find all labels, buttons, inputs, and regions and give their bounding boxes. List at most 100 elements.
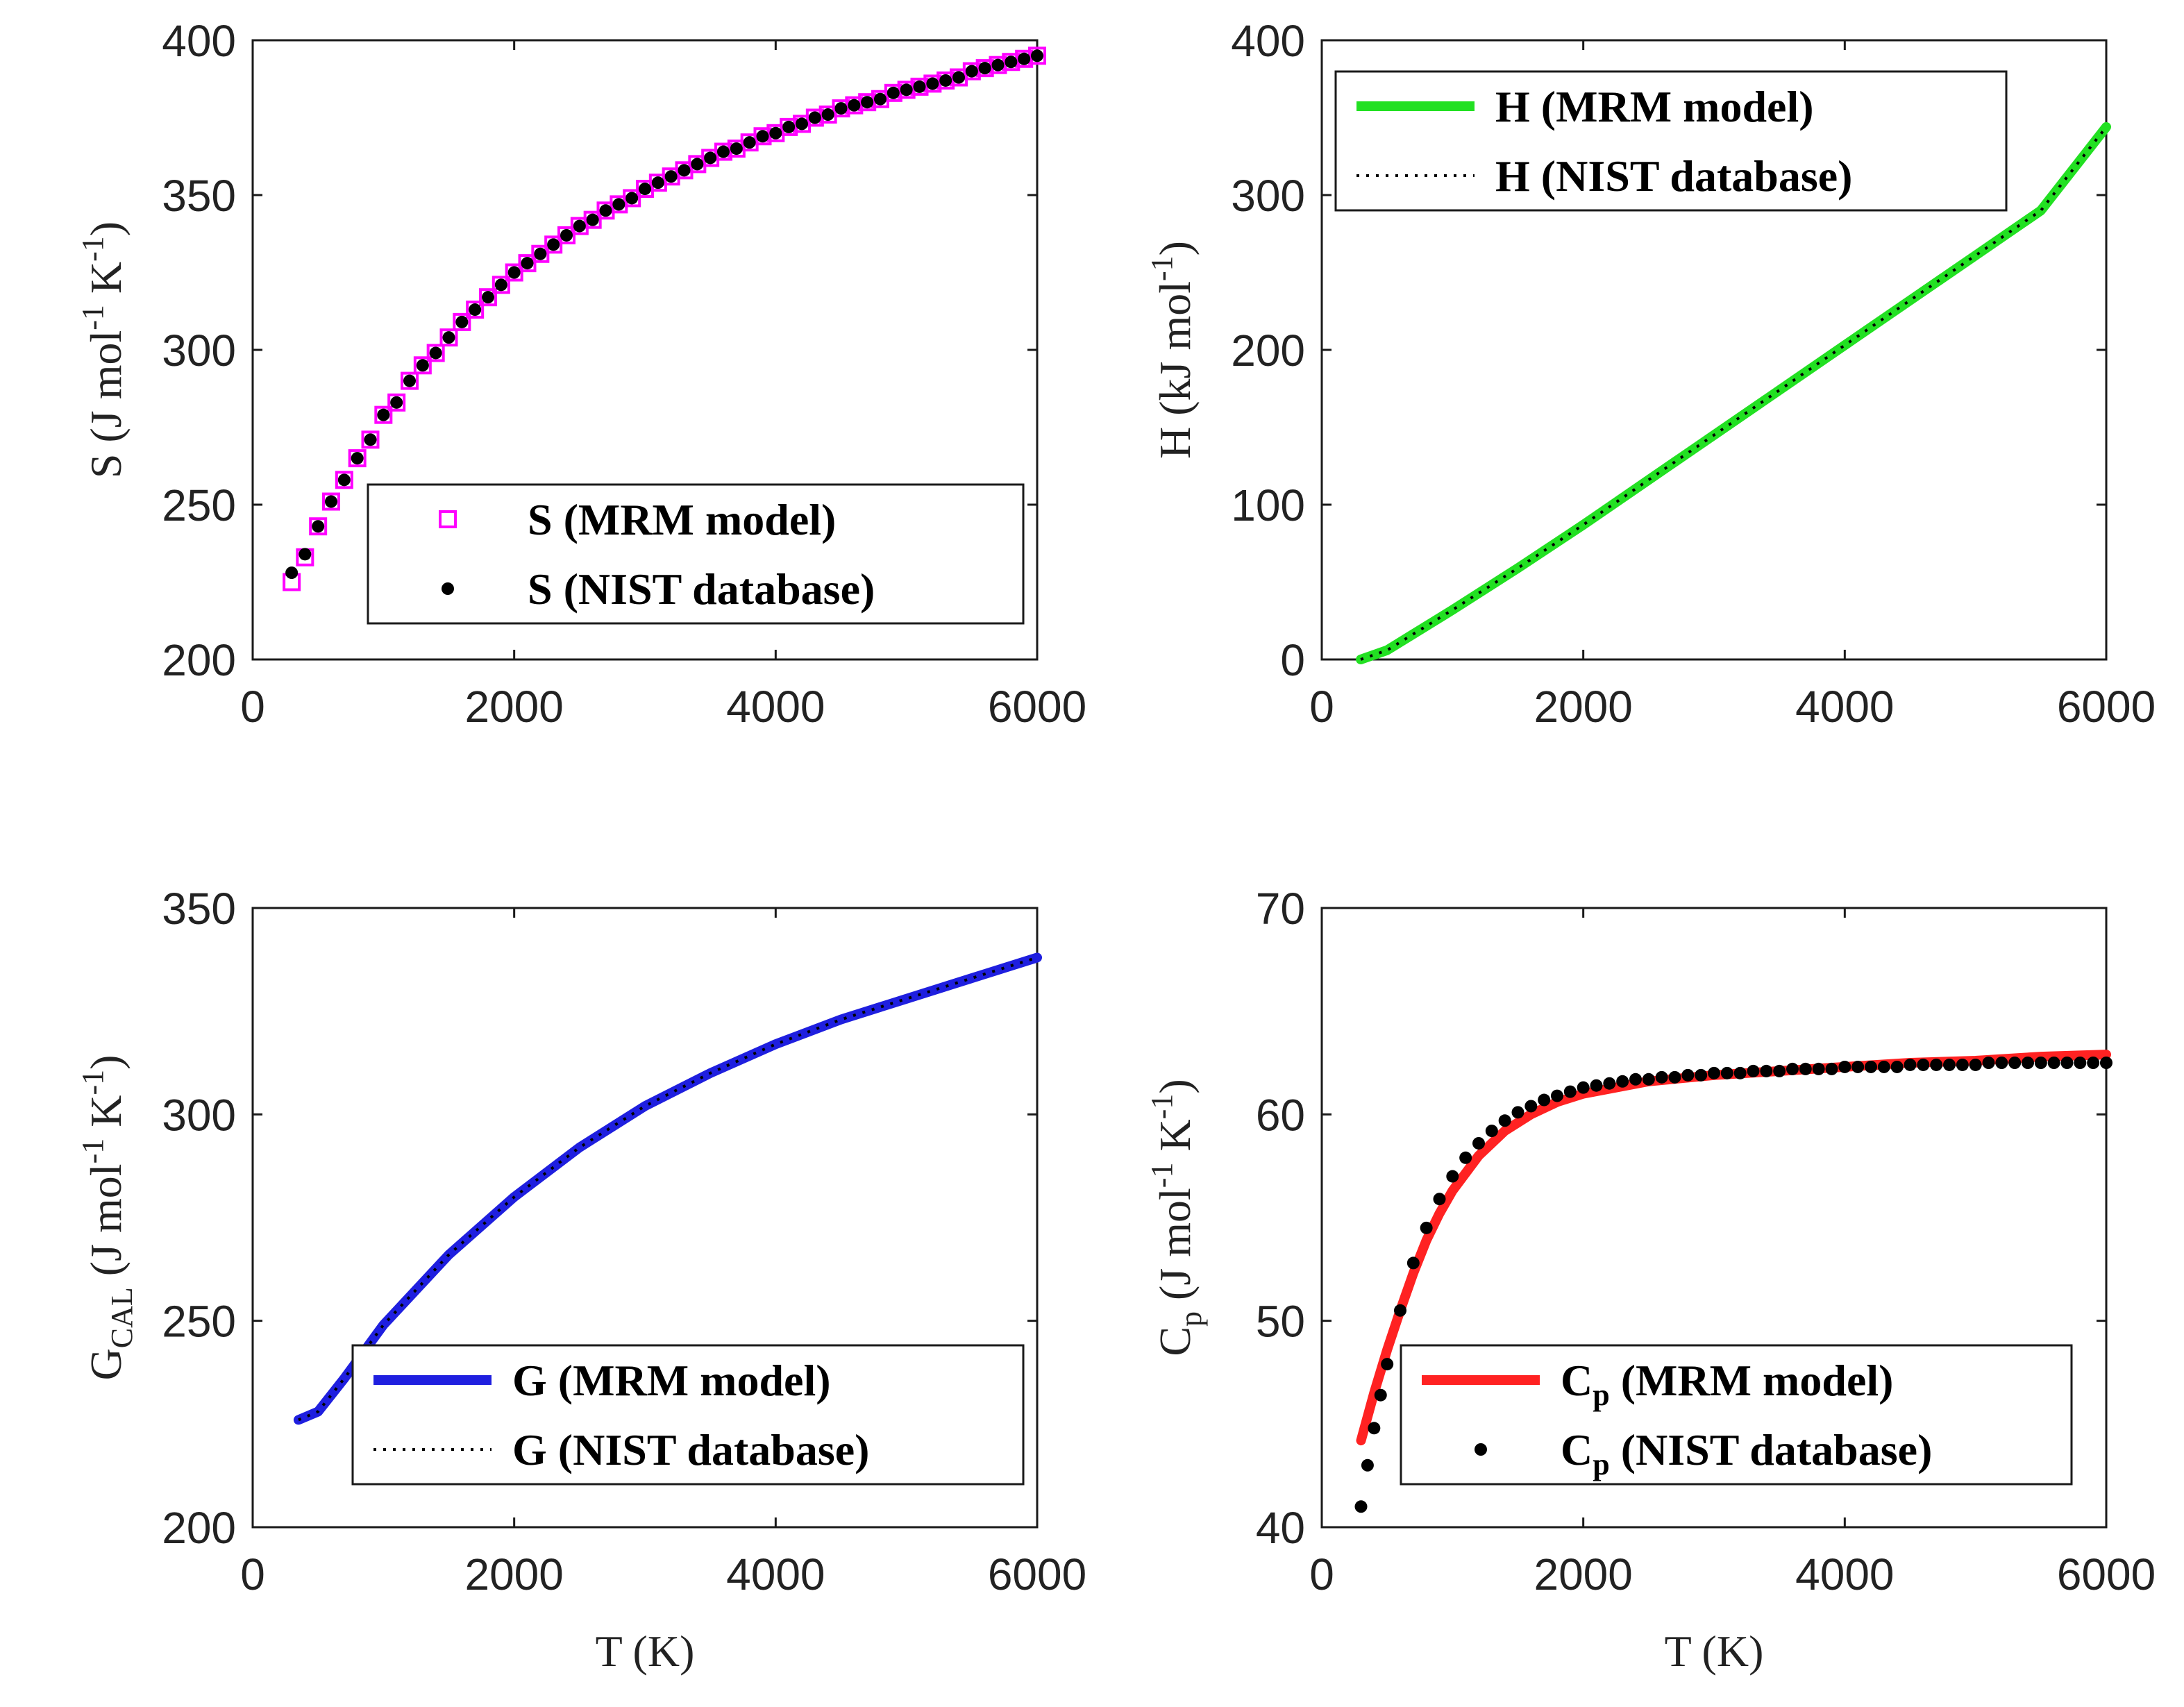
- data-point: [782, 120, 796, 133]
- chart-h: 0 2000 4000 6000 0 100 200 300 400 H (kJ mol-1) H …: [1145, 16, 2156, 732]
- data-point: [482, 291, 494, 304]
- legend-label: H (NIST database): [1495, 151, 1852, 201]
- x-axis-label: T (K): [1665, 1626, 1764, 1676]
- y-tick-label: 250: [162, 1297, 236, 1347]
- x-tick-label: 4000: [726, 682, 825, 732]
- data-marker: [610, 195, 628, 214]
- data-point: [1551, 1089, 1563, 1102]
- data-point: [1381, 1358, 1394, 1371]
- data-point: [285, 566, 299, 580]
- series-line: [1360, 126, 2108, 661]
- data-point: [1629, 1073, 1642, 1086]
- data-point: [1890, 1060, 1904, 1073]
- series-line: [293, 952, 1042, 1425]
- data-marker: [871, 90, 889, 108]
- data-marker: [623, 189, 641, 208]
- data-point: [1825, 1062, 1838, 1075]
- data-point: [599, 204, 612, 217]
- data-point: [1642, 1073, 1655, 1086]
- data-point: [1877, 1060, 1890, 1073]
- data-marker: [322, 492, 340, 511]
- data-point: [1655, 1070, 1668, 1084]
- data-point: [1720, 1066, 1733, 1079]
- data-marker: [975, 59, 994, 78]
- data-marker: [950, 68, 968, 87]
- x-tick-label: 0: [240, 682, 265, 732]
- data-point: [1773, 1064, 1786, 1077]
- data-point: [861, 96, 874, 109]
- x-tick-label: 2000: [1534, 682, 1632, 732]
- legend: S (MRM model) S (NIST database): [367, 483, 1025, 625]
- data-point: [978, 62, 991, 75]
- x-tick-label: 4000: [1795, 682, 1894, 732]
- data-marker: [374, 405, 393, 424]
- x-tick-label: 2000: [464, 1549, 563, 1599]
- data-marker: [1002, 53, 1020, 72]
- legend-box: [1400, 1344, 2073, 1486]
- data-point: [1511, 1106, 1524, 1119]
- data-point: [560, 228, 573, 242]
- data-point: [312, 520, 325, 533]
- y-tick-label: 400: [162, 16, 236, 66]
- legend: Cp (MRM model) Cp (NIST database): [1400, 1344, 2073, 1486]
- data-point: [1904, 1058, 1917, 1071]
- data-point: [1838, 1060, 1851, 1073]
- y-axis-label: S (J mol-1 K-1): [76, 221, 131, 478]
- legend-label: S (MRM model): [528, 495, 836, 544]
- data-point: [1472, 1136, 1485, 1150]
- x-tick-label: 4000: [1795, 1549, 1894, 1599]
- x-tick-label: 2000: [464, 682, 563, 732]
- data-point: [1799, 1062, 1812, 1075]
- y-axis-label: Cp (J mol-1 K-1): [1145, 1079, 1208, 1356]
- data-point: [1616, 1075, 1629, 1088]
- legend-box: [351, 1344, 1025, 1486]
- chart-s: 0 2000 4000 6000 200 250 300 350 400 S (J mol-1 K…: [76, 16, 1086, 732]
- y-tick-label: 70: [1256, 884, 1305, 934]
- legend-label: Cp (MRM model): [1561, 1356, 1893, 1412]
- data-point: [612, 198, 625, 211]
- data-point: [2087, 1057, 2100, 1069]
- data-point: [651, 176, 664, 190]
- data-marker: [714, 142, 732, 161]
- data-marker: [1015, 49, 1034, 68]
- data-marker: [505, 263, 523, 282]
- legend-swatch: [1475, 1443, 1487, 1456]
- data-point: [1433, 1193, 1446, 1206]
- data-marker: [780, 117, 798, 136]
- y-tick-label: 300: [162, 1090, 236, 1140]
- data-marker: [989, 56, 1007, 74]
- data-point: [1733, 1066, 1747, 1079]
- data-marker: [832, 99, 850, 118]
- data-marker: [335, 471, 353, 489]
- data-point: [756, 130, 769, 143]
- legend-box: [1334, 70, 2008, 212]
- data-point: [1361, 1458, 1374, 1472]
- data-marker: [793, 115, 811, 133]
- y-tick-label: 200: [1231, 326, 1305, 376]
- data-point: [442, 331, 455, 344]
- data-marker: [766, 124, 785, 142]
- series-dot-1: [285, 49, 1043, 580]
- data-point: [625, 192, 639, 205]
- series-dot-1: [1354, 1057, 2112, 1513]
- y-tick-label: 0: [1280, 635, 1305, 685]
- data-point: [377, 408, 390, 421]
- data-point: [494, 278, 507, 292]
- data-marker: [818, 106, 837, 124]
- data-point: [1394, 1304, 1406, 1317]
- data-point: [547, 238, 560, 251]
- data-marker: [858, 93, 877, 112]
- data-marker: [636, 180, 654, 199]
- data-point: [299, 548, 312, 561]
- data-point: [900, 83, 913, 96]
- legend-label: G (MRM model): [512, 1356, 831, 1405]
- data-point: [1708, 1066, 1720, 1079]
- data-point: [325, 495, 337, 508]
- data-point: [1005, 56, 1018, 69]
- data-point: [390, 396, 403, 409]
- data-point: [1563, 1085, 1577, 1098]
- data-marker: [531, 244, 550, 263]
- legend-label: G (NIST database): [512, 1425, 869, 1474]
- x-tick-label: 0: [240, 1549, 265, 1599]
- data-marker: [962, 62, 981, 81]
